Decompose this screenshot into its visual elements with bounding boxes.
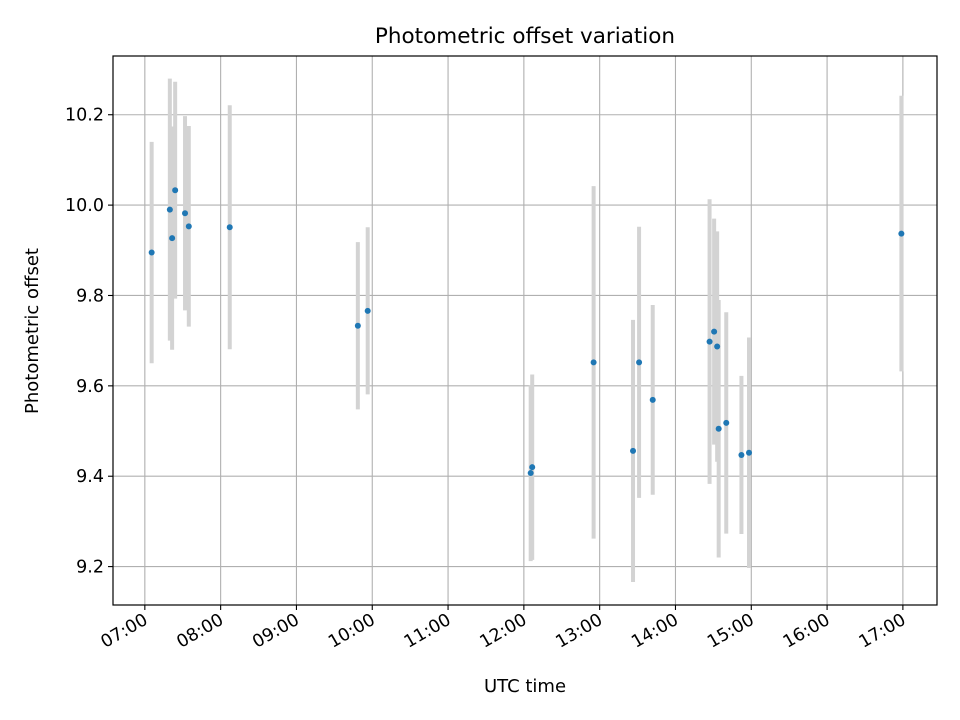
data-point <box>711 328 718 335</box>
data-point <box>746 449 753 456</box>
y-tick-label: 9.2 <box>76 558 104 578</box>
x-axis-label: UTC time <box>484 676 566 697</box>
data-point <box>529 464 536 471</box>
data-point <box>166 206 173 213</box>
y-tick-label: 10.0 <box>65 196 104 216</box>
data-point <box>364 307 371 314</box>
data-point <box>182 210 189 217</box>
point-layer <box>148 187 905 477</box>
data-point <box>185 223 192 230</box>
data-point <box>714 343 721 350</box>
data-point <box>715 425 722 432</box>
data-point <box>148 249 155 256</box>
data-point <box>590 359 597 366</box>
data-point <box>354 322 361 329</box>
data-point <box>226 224 233 231</box>
plot-frame <box>112 55 938 606</box>
data-point <box>738 451 745 458</box>
data-point <box>169 235 176 242</box>
chart-title: Photometric offset variation <box>375 24 675 49</box>
y-tick-label: 9.8 <box>76 286 104 306</box>
data-point <box>723 419 730 426</box>
data-point <box>172 187 179 194</box>
y-axis-label: Photometric offset <box>22 248 43 414</box>
data-point <box>649 396 656 403</box>
y-tick-label: 9.6 <box>76 377 104 397</box>
data-point <box>527 470 534 477</box>
data-point <box>898 230 905 237</box>
y-tick-label: 9.4 <box>76 467 104 487</box>
data-point <box>630 447 637 454</box>
y-tick-label: 10.2 <box>65 106 104 126</box>
data-point <box>636 359 643 366</box>
data-point <box>706 338 713 345</box>
